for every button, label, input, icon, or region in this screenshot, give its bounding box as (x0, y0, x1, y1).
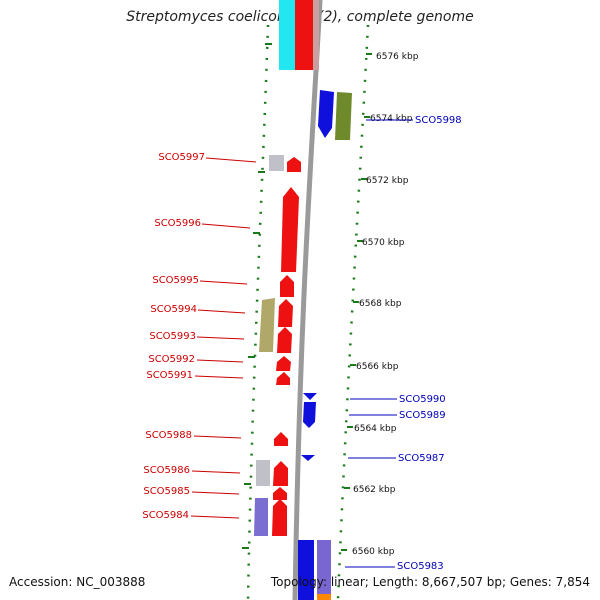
axis-tick-label: 6562 kbp (353, 485, 396, 495)
gene-label[interactable]: SCO5986 (143, 465, 190, 476)
gene-arrow[interactable] (276, 372, 290, 385)
gene-arrow[interactable] (317, 594, 331, 600)
axis-tick-label: 6560 kbp (352, 547, 395, 557)
axis-tick-label: 6566 kbp (356, 362, 399, 372)
gene-label[interactable]: SCO5985 (143, 486, 190, 497)
gene-label[interactable]: SCO5994 (150, 304, 197, 315)
gene-arrow[interactable] (318, 90, 334, 138)
gene-label[interactable]: SCO5989 (399, 410, 446, 421)
scale-ticks (242, 43, 372, 551)
gene-arrow[interactable] (259, 298, 275, 352)
gene-label[interactable]: SCO5988 (145, 430, 192, 441)
gene-arrow[interactable] (287, 157, 301, 172)
left-label-connectors (190, 157, 257, 519)
genome-backbone (292, 0, 323, 600)
gene-arrow[interactable] (317, 540, 331, 595)
gene-arrow[interactable] (269, 155, 284, 171)
gene-arrow-shade (313, 0, 319, 70)
gene-arrow[interactable] (254, 498, 268, 536)
axis-tick-label: 6576 kbp (376, 52, 419, 62)
gene-label[interactable]: SCO5996 (154, 218, 201, 229)
gene-arrow[interactable] (279, 0, 295, 70)
axis-tick-label: 6570 kbp (362, 238, 405, 248)
axis-tick-label: 6564 kbp (354, 424, 397, 434)
left-dotted-guide (246, 24, 270, 600)
gene-label[interactable]: SCO5992 (148, 354, 195, 365)
gene-label[interactable]: SCO5984 (142, 510, 189, 521)
axis-tick-label: 6574 kbp (370, 114, 413, 124)
gene-label[interactable]: SCO5993 (149, 331, 196, 342)
gene-arrow[interactable] (272, 499, 287, 536)
axis-tick-label: 6572 kbp (366, 176, 409, 186)
gene-arrow[interactable] (303, 393, 317, 400)
gene-arrow[interactable] (281, 187, 299, 272)
gene-label[interactable]: SCO5998 (415, 115, 462, 126)
gene-arrow[interactable] (278, 299, 293, 327)
gene-label[interactable]: SCO5995 (152, 275, 199, 286)
gene-arrow[interactable] (277, 327, 292, 353)
accession-text: Accession: NC_003888 (9, 575, 146, 589)
axis-tick-label: 6568 kbp (359, 299, 402, 309)
gene-arrow[interactable] (295, 0, 314, 70)
gene-arrow[interactable] (276, 356, 291, 371)
gene-arrow[interactable] (273, 487, 287, 500)
gene-label[interactable]: SCO5991 (146, 370, 193, 381)
gene-arrow[interactable] (301, 455, 315, 461)
gene-arrow[interactable] (273, 461, 288, 486)
right-label-connectors (345, 119, 413, 568)
gene-arrow[interactable] (335, 92, 352, 140)
gene-label[interactable]: SCO5983 (397, 561, 444, 572)
gene-label[interactable]: SCO5987 (398, 453, 445, 464)
gene-arrow[interactable] (280, 275, 294, 297)
gene-label[interactable]: SCO5997 (158, 152, 205, 163)
gene-arrow[interactable] (274, 432, 288, 446)
gene-arrow[interactable] (303, 402, 316, 428)
topology-text: Topology: linear; Length: 8,667,507 bp; … (270, 575, 590, 589)
gene-arrow[interactable] (298, 540, 314, 600)
gene-label[interactable]: SCO5990 (399, 394, 446, 405)
gene-arrow[interactable] (256, 460, 270, 486)
